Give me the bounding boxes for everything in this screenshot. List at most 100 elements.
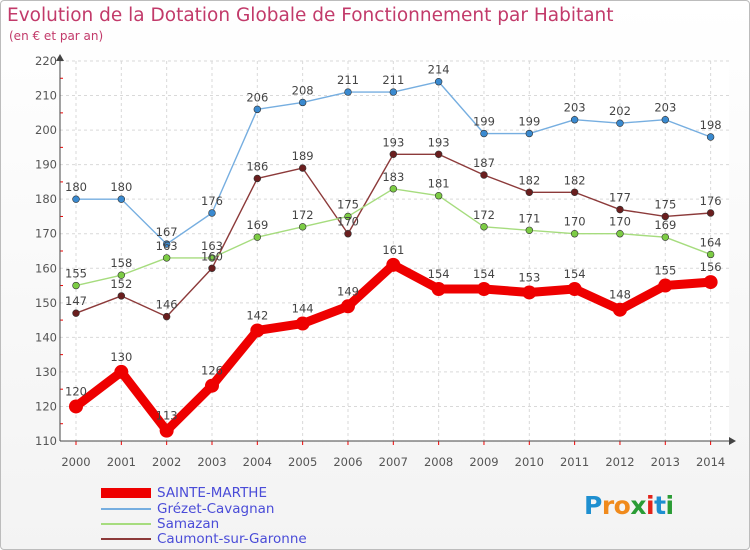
x-tick-label: 2013 — [651, 455, 680, 469]
legend-item-sainte-marthe: SAINTE-MARTHE — [101, 484, 267, 501]
data-point — [72, 281, 80, 290]
data-label: 167 — [156, 225, 178, 239]
y-tick-label: 130 — [35, 365, 57, 379]
data-point — [340, 299, 355, 314]
data-label: 170 — [609, 215, 631, 229]
data-point — [298, 98, 307, 107]
data-label: 155 — [65, 267, 87, 281]
x-tick-label: 2005 — [288, 455, 317, 469]
data-point — [344, 88, 352, 96]
data-point — [295, 316, 310, 331]
data-point — [117, 271, 126, 279]
data-label: 199 — [518, 115, 540, 129]
data-point — [525, 226, 533, 234]
data-label: 206 — [246, 90, 268, 104]
data-label: 177 — [609, 191, 631, 205]
data-label: 163 — [201, 239, 223, 253]
data-point — [208, 254, 216, 262]
data-label: 170 — [337, 215, 359, 229]
data-label: 142 — [246, 308, 268, 322]
y-tick-label: 150 — [35, 296, 57, 310]
logo-letter: x — [630, 491, 646, 520]
data-point — [389, 150, 398, 158]
data-label: 211 — [337, 73, 359, 87]
x-tick-label: 2004 — [243, 455, 272, 469]
data-point — [162, 254, 171, 262]
data-point — [389, 185, 398, 193]
data-point — [208, 264, 216, 272]
data-label: 202 — [609, 104, 631, 118]
y-tick-label: 110 — [35, 434, 57, 448]
data-label: 147 — [65, 294, 87, 308]
data-label: 181 — [428, 177, 450, 191]
data-label: 120 — [65, 384, 87, 398]
legend-label: Grézet-Cavagnan — [157, 500, 275, 517]
data-point — [567, 282, 582, 296]
data-point — [570, 230, 579, 238]
data-point — [114, 364, 129, 379]
legend-item-samazan: Samazan — [101, 516, 219, 532]
data-point — [159, 423, 174, 438]
data-label: 144 — [292, 302, 314, 316]
data-label: 130 — [110, 350, 132, 364]
data-point — [298, 164, 307, 172]
data-point — [703, 275, 718, 290]
data-label: 182 — [564, 173, 586, 187]
data-point — [434, 78, 443, 86]
data-point — [661, 212, 669, 221]
data-label: 182 — [518, 173, 540, 187]
data-label: 199 — [473, 115, 495, 129]
data-label: 193 — [428, 135, 450, 149]
data-label: 113 — [156, 409, 178, 423]
x-tick-label: 2009 — [469, 455, 498, 469]
data-label: 203 — [654, 101, 676, 115]
legend-swatch — [101, 537, 151, 540]
data-label: 164 — [700, 235, 722, 249]
data-point — [661, 233, 669, 241]
data-label: 193 — [382, 135, 404, 149]
x-tick-label: 2008 — [424, 455, 453, 469]
data-point — [616, 119, 624, 127]
data-point — [344, 230, 352, 238]
data-point — [706, 133, 715, 141]
y-axis-arrow — [56, 54, 64, 61]
legend-swatch — [101, 522, 151, 525]
data-point — [208, 209, 216, 217]
y-tick-label: 190 — [35, 158, 57, 172]
data-label: 154 — [564, 267, 586, 281]
x-tick-label: 2011 — [560, 455, 589, 469]
data-point — [616, 205, 624, 214]
data-label: 180 — [110, 180, 132, 194]
data-label: 154 — [473, 267, 495, 281]
logo-letter: o — [613, 491, 631, 520]
y-tick-label: 210 — [35, 89, 57, 103]
data-label: 187 — [473, 156, 495, 170]
y-tick-label: 220 — [35, 54, 57, 68]
data-point — [612, 302, 627, 317]
data-label: 126 — [201, 364, 223, 378]
data-label: 176 — [201, 194, 223, 208]
data-point — [658, 278, 673, 293]
data-point — [386, 257, 401, 272]
data-label: 176 — [700, 194, 722, 208]
data-label: 198 — [700, 118, 722, 132]
x-axis-arrow — [729, 437, 736, 445]
legend-label: SAINTE-MARTHE — [157, 484, 267, 501]
chart-title: Evolution de la Dotation Globale de Fonc… — [7, 5, 614, 26]
legend-item-grezet-cavagnan: Grézet-Cavagnan — [101, 500, 275, 517]
x-tick-label: 2014 — [696, 455, 725, 469]
data-label: 211 — [382, 73, 404, 87]
x-tick-label: 2012 — [605, 455, 634, 469]
data-label: 172 — [473, 208, 495, 222]
data-point — [525, 188, 533, 196]
data-point — [525, 129, 533, 138]
data-point — [616, 230, 624, 238]
data-point — [434, 192, 443, 200]
data-point — [570, 116, 579, 124]
data-point — [431, 282, 446, 296]
data-point — [480, 171, 488, 179]
data-label: 183 — [382, 170, 404, 184]
data-label: 172 — [292, 208, 314, 222]
